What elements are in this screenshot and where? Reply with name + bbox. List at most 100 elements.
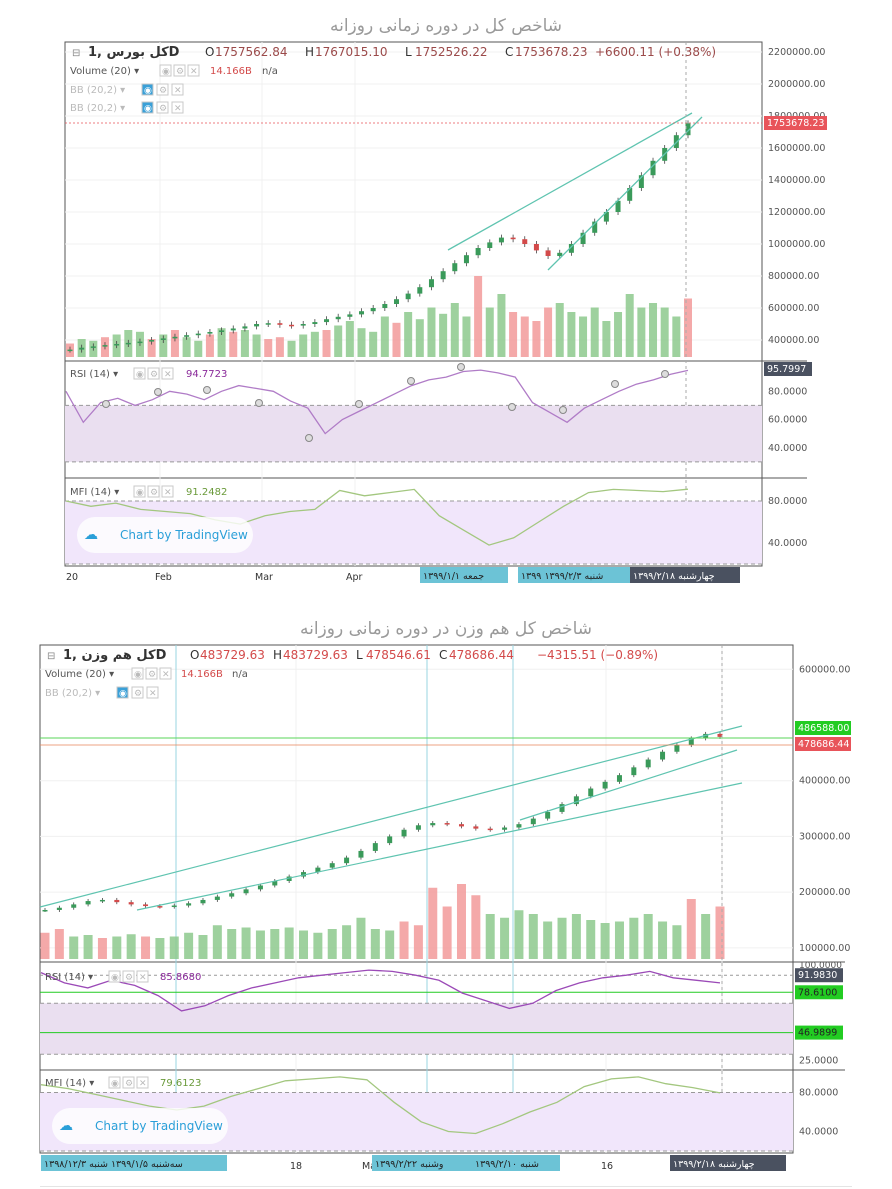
volume-bar (83, 935, 93, 959)
volume-bar (356, 917, 366, 959)
candle (312, 322, 318, 324)
volume-bar (672, 316, 681, 357)
candle (498, 237, 504, 243)
rsi-marker-dot (407, 377, 415, 385)
candle (444, 823, 450, 825)
volume-bar (54, 929, 64, 959)
candle (430, 823, 436, 826)
volume-bar (313, 932, 323, 959)
gear-icon-glyph: ⚙ (150, 370, 158, 380)
volume-bar (428, 887, 438, 959)
mfi-label: MFI (14) ▾ (45, 1078, 94, 1089)
volume-bar (485, 307, 494, 357)
rsi-line (65, 369, 689, 435)
close-icon (161, 485, 174, 498)
time-tag-1-bg (420, 567, 508, 583)
candle (559, 804, 565, 812)
ohlc-label-o: O (190, 648, 199, 662)
close-icon (171, 83, 184, 96)
time-tag-3: چهارشنبه ۱۳۹۹/۲/۱۸ (633, 571, 715, 582)
candle (67, 349, 73, 352)
candle (387, 836, 393, 844)
volume-bar (571, 914, 581, 959)
time-axis-label: 18 (290, 1161, 302, 1172)
rsi-marker-dot (457, 363, 465, 371)
candle (265, 323, 271, 325)
candle (627, 188, 633, 201)
gear-icon-glyph: ⚙ (125, 1079, 133, 1089)
close-icon (161, 367, 174, 380)
eye-icon-glyph: ◉ (136, 370, 144, 380)
volume-bar (520, 316, 529, 357)
volume-bar (255, 930, 265, 959)
volume-bar (270, 929, 280, 959)
candle (56, 907, 62, 910)
gear-icon-glyph: ⚙ (150, 488, 158, 498)
candle (186, 903, 192, 906)
volume-bar (600, 923, 610, 959)
volume-bar (97, 938, 107, 959)
candle (157, 906, 163, 908)
candle (372, 843, 378, 851)
rsi-band (40, 1003, 793, 1055)
time-axis-label: Mar (255, 572, 273, 583)
rsi-value: 94.7723 (186, 369, 227, 380)
volume-bar (456, 884, 466, 959)
ohlc-change: +6600.11 (+0.38%) (595, 45, 716, 59)
collapse-icon: ⊟ (72, 48, 80, 59)
time-tag-2-bg (372, 1155, 472, 1171)
mfi-value: 79.6123 (160, 1078, 201, 1089)
candle (592, 221, 598, 233)
volume-bar (500, 917, 510, 959)
candle (510, 237, 516, 240)
candle (143, 904, 149, 907)
candle (99, 899, 105, 902)
bb-indicator-label: BB (20,2) ▾ (45, 688, 100, 699)
eye-icon-glyph: ◉ (136, 488, 144, 498)
volume-bar (415, 319, 424, 357)
time-tag-1: جمعه ۱۳۹۹/۱/۱ (423, 571, 484, 582)
candle (229, 893, 235, 897)
volume-bar (392, 322, 401, 357)
rsi-marker-tag-bg (795, 968, 843, 983)
time-tag-1: سه‌شنبه ۱۳۹۹/۱/۵ شنبه ۱۳۹۸/۱۲/۳ (44, 1159, 183, 1170)
chart-panel-bottom: شاخص کل هم وزن در دوره زمانی روزانه 6000… (0, 595, 892, 1189)
chart-title-top: شاخص کل در دوره زمانی روزانه (329, 16, 562, 36)
ohlc-label-c: C (505, 45, 513, 59)
chart-svg-bottom[interactable]: 600000.00 400000.00 300000.00 200000.00 1000… (0, 595, 892, 1189)
price-marker-tag: 1753678.23 (767, 118, 824, 129)
volume-bar (442, 906, 452, 959)
eye-icon (133, 367, 146, 380)
volume-bar (385, 930, 395, 959)
volume-bar (602, 321, 611, 357)
gear-icon (156, 101, 169, 114)
volume-indicator-label: Volume (20) ▾ (45, 669, 114, 680)
rsi-marker-dot (508, 403, 516, 411)
candle (660, 751, 666, 760)
candle (685, 123, 691, 136)
plot-frame (64, 41, 763, 567)
candle (172, 336, 178, 339)
watermark-text: Chart by TradingView (95, 1119, 223, 1133)
rsi-green-tag-upper: 78.6100 (798, 987, 837, 998)
rsi-band (65, 405, 762, 462)
chart-svg-top[interactable]: 2200000.002000000.001800000.001600000.00… (0, 0, 892, 595)
gear-icon (147, 367, 160, 380)
symbol-label: کل هم وزن ,1D (63, 648, 167, 663)
volume-bar (299, 334, 308, 357)
eye-icon-glyph: ◉ (162, 67, 170, 77)
volume-bar (369, 331, 378, 357)
rsi-marker-tag: 91.9830 (798, 970, 837, 981)
tradingview-cloud-icon: ☁ (84, 527, 98, 543)
volume-value: 14.166B (210, 66, 252, 77)
close-icon (136, 970, 149, 983)
rsi-value: 85.8680 (160, 972, 201, 983)
mfi-line (65, 488, 689, 546)
rsi-line (40, 969, 721, 1012)
candle (516, 824, 522, 828)
price-marker-last-bg (795, 737, 851, 751)
volume-bar (637, 307, 646, 357)
eye-icon (141, 101, 154, 114)
eye-icon-glyph: ◉ (144, 104, 152, 114)
close-icon-glyph: ✕ (174, 104, 182, 114)
